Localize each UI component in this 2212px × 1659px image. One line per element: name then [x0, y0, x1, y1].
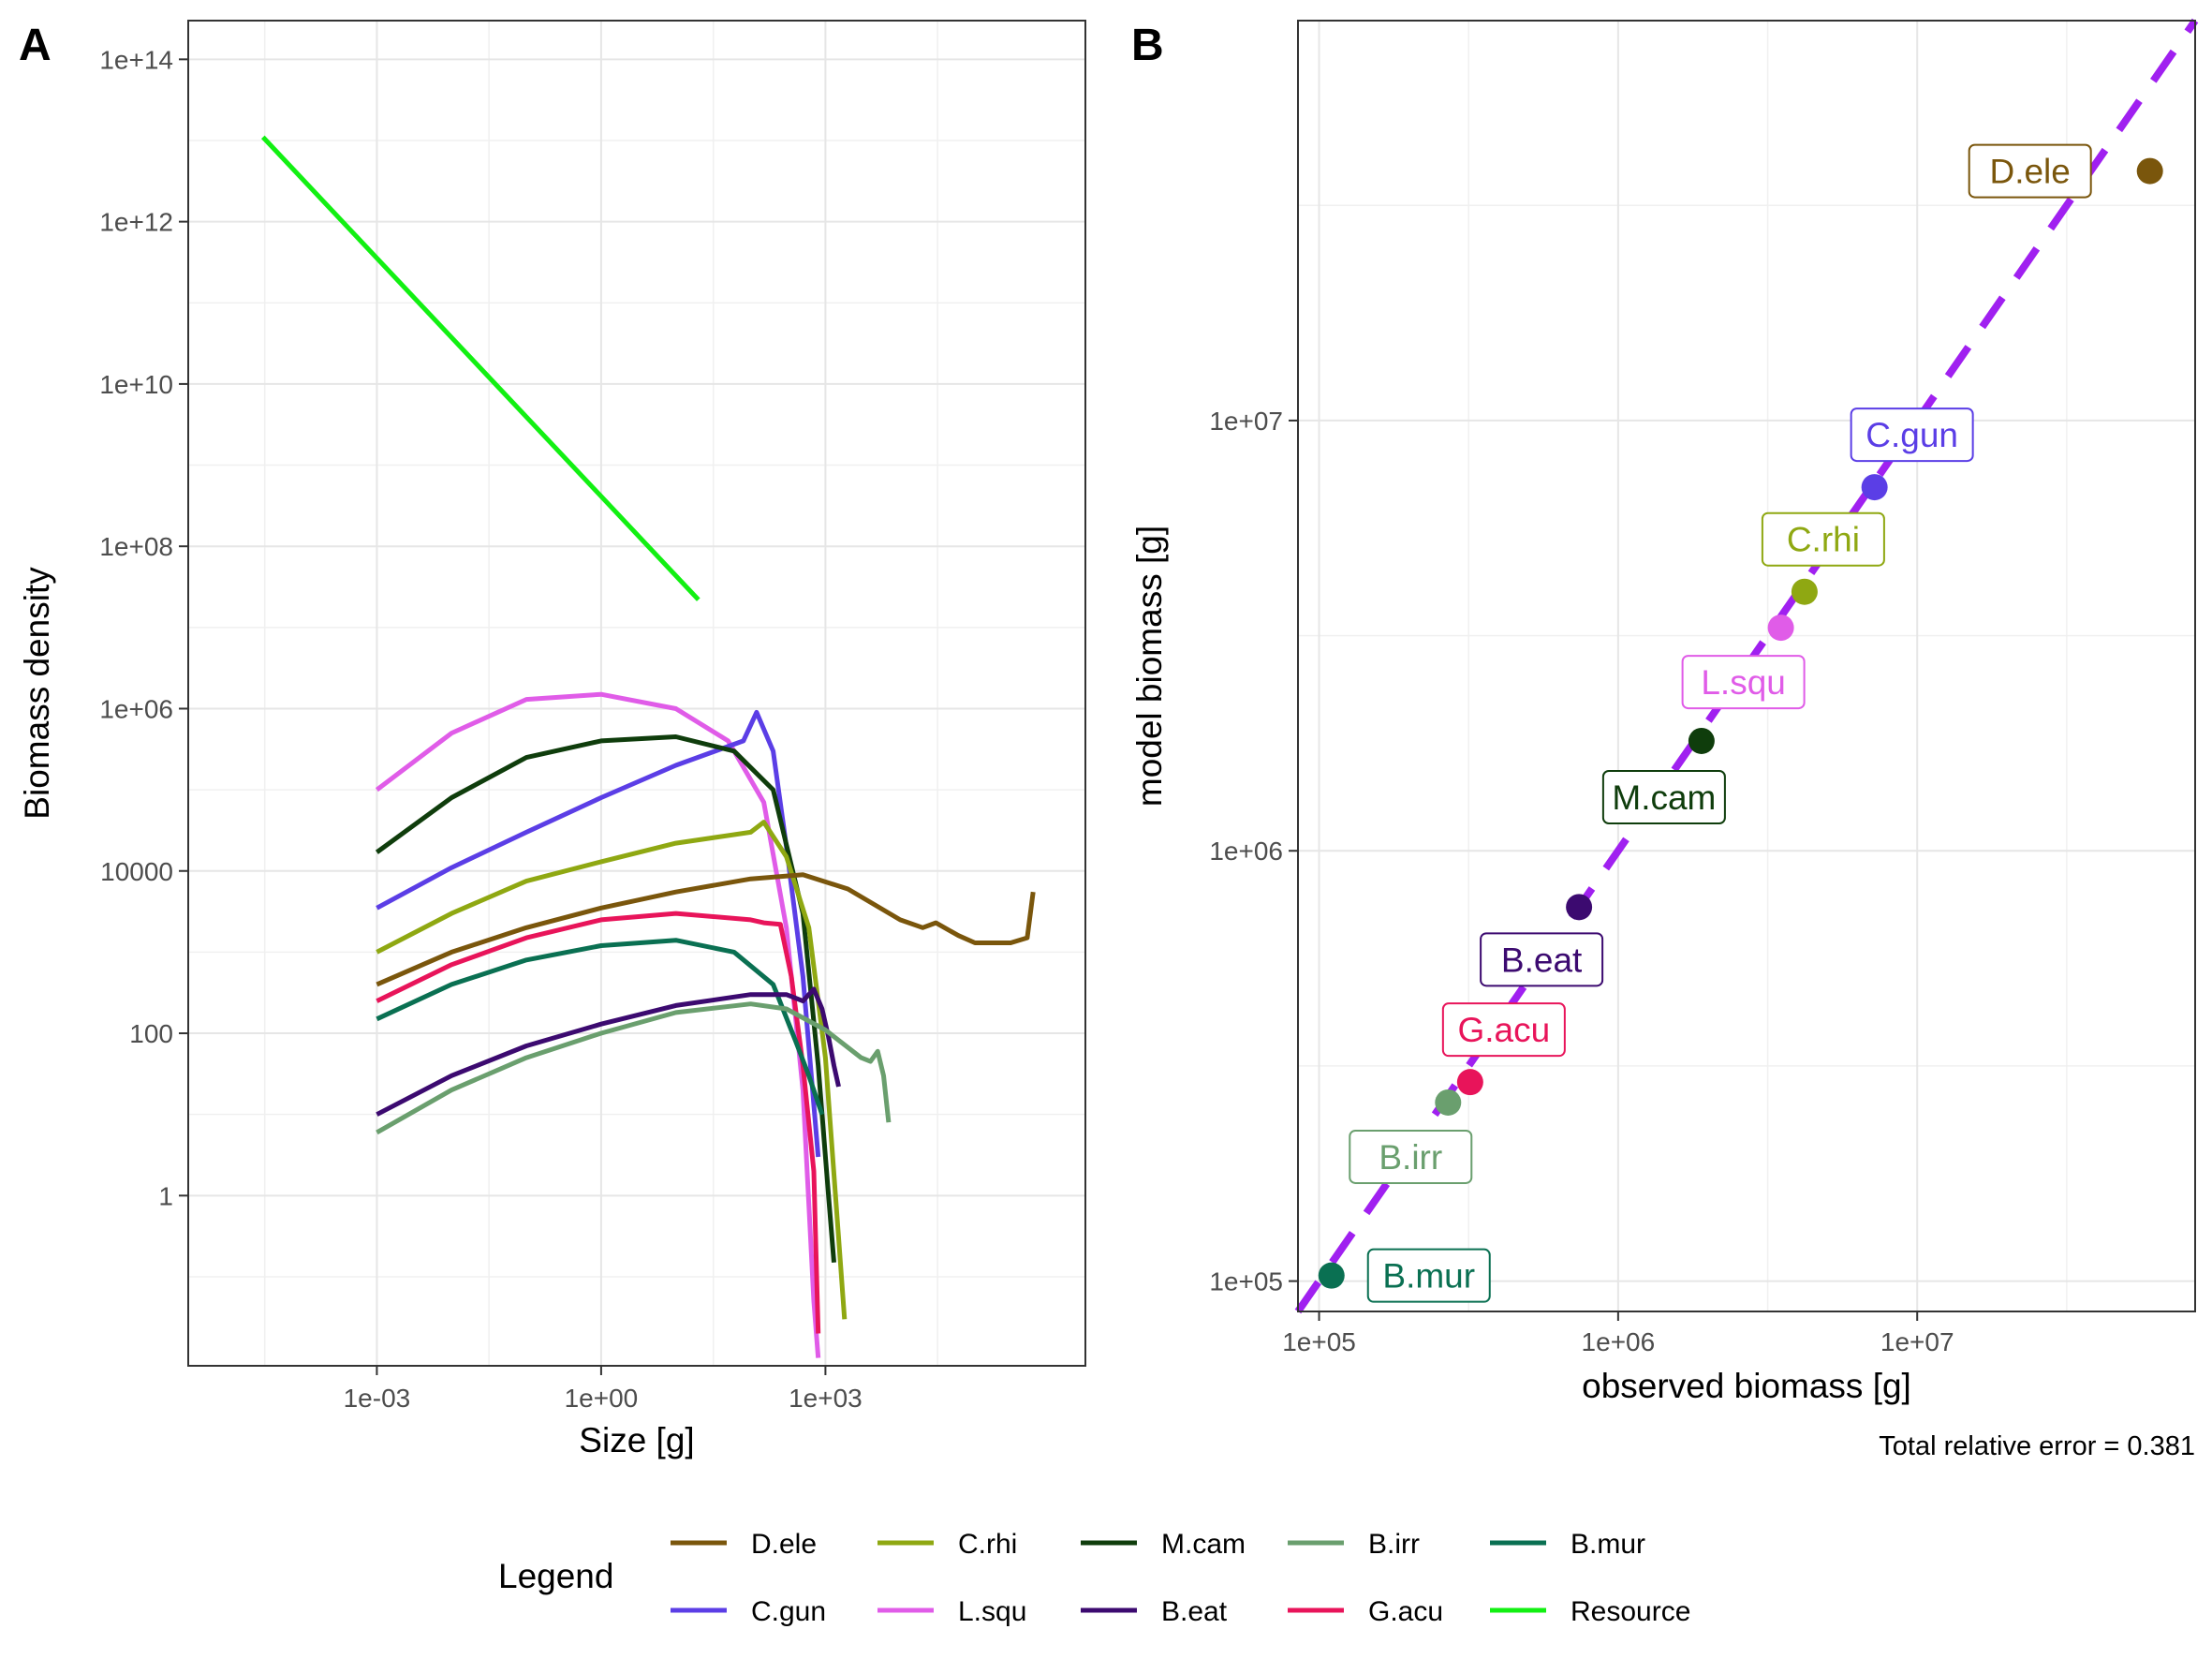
panel-a-y-tick-label: 1e+12 [99, 208, 173, 237]
point-label-box-c-rhi [1761, 511, 1885, 567]
point-label-box-d-ele [1968, 143, 2092, 199]
legend: Legend D.ele C.rhi M.cam B.irr B.mur C.gun L.s… [498, 1529, 1690, 1627]
point-label-c-gun: C.gun [1865, 416, 1958, 454]
panel-a-x-tick-label: 1e+03 [789, 1384, 863, 1413]
legend-label-d-ele: D.ele [751, 1529, 817, 1560]
point-label-d-ele: D.ele [1989, 153, 2070, 191]
panel-a-x-axis-title: Size [g] [579, 1421, 694, 1459]
legend-label-c-rhi: C.rhi [958, 1529, 1017, 1560]
legend-label-b-eat: B.eat [1161, 1596, 1228, 1627]
point-label-b-eat: B.eat [1501, 941, 1583, 979]
panel-a-y-axis-title: Biomass density [18, 567, 56, 820]
legend-label-c-gun: C.gun [751, 1596, 826, 1627]
panel-a-tag: A [19, 21, 52, 70]
panel-a-series [260, 135, 1036, 1358]
point-label-box-c-gun [1850, 407, 1974, 463]
panel-a-y-tick-label: 1e+14 [99, 45, 173, 74]
series-line-b-mur [376, 938, 825, 1116]
panel-a-y-tick-label: 100 [129, 1019, 173, 1048]
point-g-acu [1456, 1069, 1483, 1096]
panel-b-tag: B [1131, 21, 1164, 70]
panel-a: A 1e-03 1e+00 1e+03 1 100 10000 1e+06 1e+08 1e+1… [18, 20, 1086, 1459]
panel-a-ticks: 1e-03 1e+00 1e+03 1 100 10000 1e+06 1e+08 1e+10 1… [99, 45, 862, 1413]
panel-b-y-tick-label: 1e+06 [1209, 837, 1283, 866]
panel-b-x-axis-title: observed biomass [g] [1582, 1367, 1911, 1405]
point-label-box-l-squ [1681, 655, 1806, 710]
legend-title: Legend [498, 1557, 613, 1595]
panel-b-y-tick-label: 1e+05 [1209, 1267, 1283, 1296]
panel-b-points: D.ele C.gun C.rhi L.squ M.cam B.eat G.acu B.irr… [1318, 143, 2163, 1303]
total-relative-error-note: Total relative error = 0.381 [1879, 1431, 2195, 1461]
point-c-rhi [1791, 578, 1818, 605]
panel-a-y-tick-label: 10000 [100, 857, 173, 886]
point-label-box-g-acu [1441, 1002, 1566, 1058]
legend-label-b-irr: B.irr [1368, 1529, 1420, 1560]
panel-a-y-tick-label: 1e+10 [99, 370, 173, 399]
point-b-irr [1435, 1089, 1462, 1116]
legend-label-l-squ: L.squ [958, 1596, 1026, 1627]
panel-a-background [188, 21, 1085, 1366]
panel-b-border [1297, 20, 2196, 1312]
point-label-c-rhi: C.rhi [1787, 521, 1860, 559]
point-label-box-m-cam [1601, 769, 1726, 824]
panel-b: B D.ele C.gun C.rhi L.squ M.cam B.eat G.acu B.i… [1130, 18, 2199, 1461]
series-line-g-acu [376, 911, 821, 1334]
panel-b-y-axis-title: model biomass [g] [1130, 526, 1169, 807]
point-label-box-b-mur [1366, 1248, 1491, 1303]
point-b-eat [1566, 894, 1593, 921]
series-line-c-rhi [376, 820, 848, 1320]
panel-a-x-tick-label: 1e+00 [565, 1384, 639, 1413]
panel-a-border [187, 20, 1086, 1367]
point-label-b-mur: B.mur [1382, 1257, 1475, 1296]
panel-b-x-tick-label: 1e+05 [1282, 1327, 1356, 1356]
point-label-box-b-eat [1480, 932, 1604, 987]
series-line-b-irr [376, 1001, 892, 1135]
panel-a-grid [188, 21, 1085, 1366]
panel-a-y-tick-label: 1 [158, 1181, 173, 1210]
series-line-c-gun [376, 709, 821, 1158]
legend-label-g-acu: G.acu [1368, 1596, 1443, 1627]
point-m-cam [1688, 727, 1715, 754]
series-line-d-ele [376, 872, 1036, 987]
legend-label-b-mur: B.mur [1571, 1529, 1645, 1560]
panel-b-x-tick-label: 1e+07 [1880, 1327, 1954, 1356]
point-label-l-squ: L.squ [1701, 663, 1786, 702]
series-line-b-eat [376, 986, 841, 1117]
point-d-ele [2136, 157, 2163, 185]
panel-b-ticks: 1e+05 1e+06 1e+07 1e+05 1e+06 1e+07 [1209, 407, 1954, 1356]
panel-b-grid [1298, 21, 2195, 1311]
panel-a-x-tick-label: 1e-03 [344, 1384, 411, 1413]
point-label-b-irr: B.irr [1379, 1138, 1442, 1177]
point-label-m-cam: M.cam [1612, 778, 1716, 817]
legend-label-m-cam: M.cam [1161, 1529, 1246, 1560]
panel-b-y-tick-label: 1e+07 [1209, 407, 1283, 436]
panel-a-y-tick-label: 1e+08 [99, 532, 173, 561]
series-line-resource [260, 135, 700, 601]
point-c-gun [1861, 474, 1888, 501]
point-label-box-b-irr [1349, 1129, 1473, 1184]
point-l-squ [1767, 615, 1794, 642]
legend-items: D.ele C.rhi M.cam B.irr B.mur C.gun L.squ B.eat… [671, 1529, 1690, 1627]
panel-a-y-tick-label: 1e+06 [99, 694, 173, 723]
series-line-l-squ [375, 691, 821, 1358]
point-b-mur [1318, 1262, 1345, 1289]
panel-b-x-tick-label: 1e+06 [1582, 1327, 1656, 1356]
legend-label-resource: Resource [1571, 1596, 1690, 1627]
point-label-g-acu: G.acu [1457, 1011, 1550, 1049]
